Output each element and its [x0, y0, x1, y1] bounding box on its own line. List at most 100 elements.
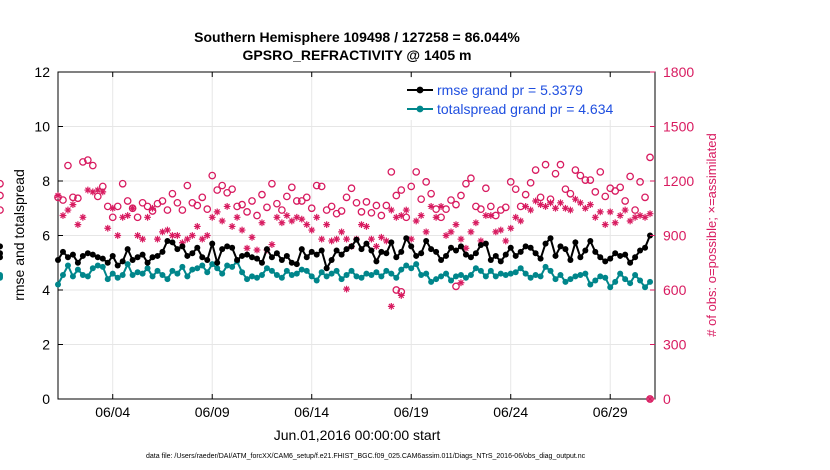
totalspread-point-118: [642, 284, 649, 291]
assimilated-obs-point-4: [74, 221, 82, 228]
rmse-point-22: [164, 237, 171, 244]
possible-obs-point-55: [327, 202, 336, 211]
rmse-point-71: [408, 243, 415, 250]
assimilated-obs-point-88: [492, 228, 500, 236]
rmse-point-10: [104, 259, 111, 266]
assimilated-obs-point-18: [144, 213, 151, 221]
rmse-point-108: [592, 248, 599, 255]
possible-obs-point-53: [317, 182, 326, 191]
assimilated-obs-point-119: [646, 210, 654, 218]
rmse-point-38: [244, 251, 251, 258]
assimilated-obs-point-47: [288, 217, 296, 225]
y-tick-label-6: 12: [34, 64, 50, 80]
totalspread-point-31: [209, 261, 216, 268]
rmse-point-5: [79, 252, 86, 259]
totalspread-point-47: [288, 272, 295, 279]
totalspread-point-53: [318, 269, 325, 276]
x-tick-label-1: 06/09: [195, 404, 230, 420]
assimilated-obs-point-41: [258, 219, 266, 227]
rmse-point-75: [428, 246, 435, 253]
possible-obs-point-16: [133, 213, 142, 222]
assimilated-obs-point-72: [412, 217, 420, 225]
assimilated-obs-point-3: [69, 201, 77, 209]
totalspread-point-89: [497, 270, 504, 277]
totalspread-point-4: [74, 266, 81, 273]
totalspread-point-58: [343, 272, 350, 279]
rmse-point-84: [472, 250, 479, 257]
rmse-point-40: [254, 255, 260, 262]
y2-tick-label-5: 1500: [663, 119, 694, 135]
assimilated-obs-point-49: [298, 215, 306, 223]
rmse-point-118: [642, 244, 649, 251]
possible-obs-point-92: [511, 185, 520, 194]
totalspread-point-84: [472, 265, 479, 272]
totalspread-point-45: [278, 274, 285, 281]
x-tick-label-0: 06/04: [95, 404, 130, 420]
assimilated-obs-point-114: [621, 206, 629, 214]
totalspread-point-62: [363, 270, 370, 277]
assimilated-obs-point-67: [387, 206, 395, 214]
totalspread-point-117: [637, 277, 644, 284]
possible-obs-point-107: [586, 176, 595, 184]
rmse-point-88: [492, 252, 499, 259]
assimilated-obs-point-99: [547, 199, 554, 207]
assimilated-obs-point-77: [437, 203, 445, 210]
totalspread-point-97: [537, 273, 544, 280]
assimilated-obs-point-12: [114, 232, 122, 239]
rmse-point-27: [189, 250, 196, 257]
totalspread-point-1: [59, 272, 66, 279]
y-tick-label-2: 4: [42, 282, 50, 298]
rmse-point-65: [378, 248, 385, 255]
assimilated-obs-point-5: [79, 213, 87, 221]
assimilated-obs-point-109: [596, 208, 604, 216]
possible-obs-point-108: [591, 188, 600, 196]
totalspread-point-22: [164, 276, 171, 283]
y2-tick-label-0: 0: [663, 391, 671, 407]
totalspread-point-42: [263, 265, 270, 272]
assimilated-obs-point-116: [631, 213, 639, 221]
rmse-point-31: [209, 240, 216, 247]
possible-obs-point-49: [297, 197, 306, 205]
possible-obs-point-1: [59, 196, 67, 204]
assimilated-obs-point-107: [586, 201, 594, 209]
rmse-point-32: [214, 259, 221, 266]
totalspread-point-40: [254, 274, 260, 281]
assimilated-obs-point-30: [203, 232, 211, 239]
rmse-point-6: [84, 250, 91, 257]
possible-obs-point-123: [392, 286, 401, 294]
possible-obs-point-97: [536, 193, 545, 202]
totalspread-point-48: [293, 270, 300, 277]
rmse-point-117: [637, 247, 644, 254]
possible-obs-point-58: [342, 193, 351, 202]
assimilated-obs-point-96: [532, 197, 539, 205]
rmse-point-96: [532, 250, 539, 257]
assimilated-obs-point-21: [159, 228, 166, 236]
rmse-point-13: [119, 258, 126, 265]
assimilated-obs-point-45: [278, 219, 286, 227]
rmse-point-20: [154, 252, 161, 259]
possible-obs-point-63: [367, 208, 376, 217]
assimilated-obs-point-56: [333, 235, 340, 243]
totalspread-point-27: [189, 266, 196, 273]
possible-obs-point-94: [521, 190, 530, 199]
y-tick-label-5: 10: [34, 119, 50, 135]
rmse-point-60: [353, 236, 360, 243]
rmse-point-83: [467, 254, 474, 261]
possible-obs-point-122: [0, 191, 4, 200]
totalspread-point-18: [144, 265, 151, 272]
totalspread-point-19: [149, 273, 156, 280]
rmse-point-26: [184, 252, 191, 259]
rmse-point-56: [333, 247, 340, 254]
possible-obs-point-110: [601, 192, 610, 201]
totalspread-point-76: [433, 276, 440, 283]
assimilated-obs-point-38: [243, 244, 251, 252]
totalspread-point-116: [632, 272, 639, 279]
totalspread-point-107: [587, 281, 594, 288]
assimilated-obs-point-17: [139, 235, 146, 243]
assimilated-obs-point-128: [457, 279, 465, 287]
assimilated-obs-point-25: [178, 239, 186, 247]
totalspread-point-38: [244, 276, 251, 283]
totalspread-point-0: [55, 281, 61, 288]
totalspread-point-56: [333, 267, 340, 274]
rmse-point-97: [537, 255, 544, 262]
